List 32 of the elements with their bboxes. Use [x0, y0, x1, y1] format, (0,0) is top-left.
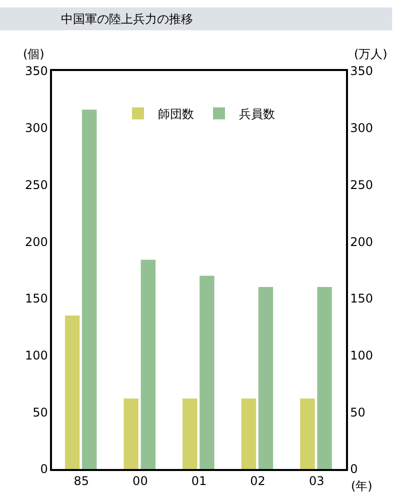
bar [317, 287, 332, 469]
y-tick-label: 50 [32, 405, 48, 420]
legend-label: 兵員数 [239, 107, 275, 122]
y-tick-label: 100 [24, 348, 48, 362]
y-tick-label: 150 [24, 292, 48, 306]
x-axis-title: (年) [351, 479, 372, 493]
y-axis-title: (個) [23, 47, 44, 61]
x-tick-label: 01 [191, 474, 207, 488]
y-tick-label: 250 [24, 178, 48, 192]
y2-tick-label: 250 [350, 178, 374, 192]
bar [140, 260, 156, 469]
y2-axis-title: (万人) [354, 47, 388, 61]
bar [200, 276, 214, 469]
x-tick-label: 02 [250, 474, 266, 488]
x-tick-label: 00 [132, 474, 148, 488]
x-tick-label: 03 [308, 474, 324, 488]
y2-tick-label: 100 [350, 348, 374, 362]
legend-label: 師団数 [158, 107, 194, 122]
y2-tick-label: 300 [350, 121, 374, 136]
y2-tick-label: 50 [350, 405, 366, 420]
y2-tick-label: 0 [350, 462, 358, 476]
chart-title: 中国軍の陸上兵力の推移 [61, 12, 193, 26]
y-tick-label: 0 [40, 462, 48, 476]
y-tick-label: 300 [24, 121, 48, 136]
x-tick-label: 85 [74, 474, 90, 488]
bar [82, 110, 97, 469]
y2-tick-label: 350 [350, 64, 374, 78]
bar [258, 287, 274, 469]
y-tick-label: 200 [24, 234, 48, 249]
y-tick-label: 350 [24, 64, 48, 78]
y2-tick-label: 200 [350, 234, 374, 249]
y2-tick-label: 150 [350, 292, 374, 306]
